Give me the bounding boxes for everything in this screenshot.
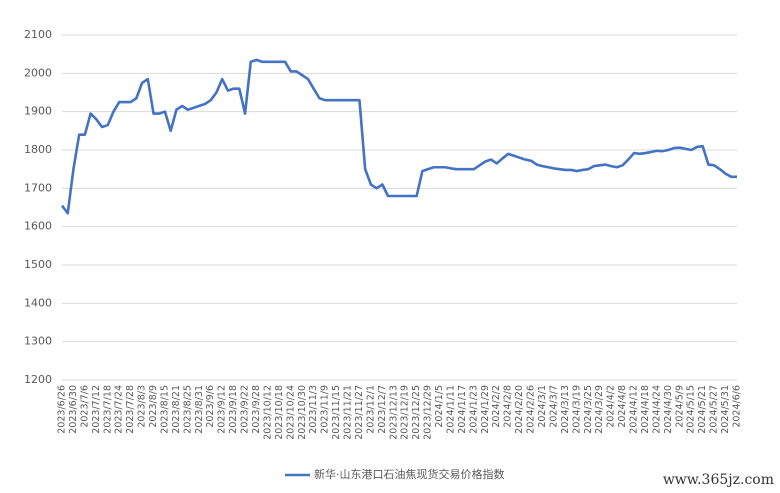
x-tick-label: 2023/6/26 [57, 385, 68, 434]
x-tick-label: 2023/7/24 [114, 385, 125, 434]
y-tick-label: 1500 [24, 258, 52, 271]
x-tick-label: 2023/10/24 [285, 385, 296, 440]
x-tick-label: 2023/7/28 [125, 385, 136, 434]
x-tick-label: 2023/7/6 [79, 385, 90, 428]
x-tick-label: 2024/5/27 [709, 385, 720, 434]
x-tick-label: 2023/10/30 [297, 385, 308, 440]
x-tick-label: 2023/11/3 [308, 385, 319, 434]
x-tick-label: 2024/3/19 [571, 385, 582, 434]
x-tick-label: 2023/12/7 [377, 385, 388, 434]
y-tick-label: 1200 [24, 373, 52, 386]
y-tick-label: 1300 [24, 335, 52, 348]
x-tick-label: 2024/1/23 [468, 385, 479, 434]
x-tick-label: 2024/2/20 [514, 385, 525, 434]
x-tick-label: 2023/10/12 [262, 385, 273, 440]
x-tick-label: 2023/6/30 [68, 385, 79, 434]
x-tick-label: 2023/7/18 [102, 385, 113, 434]
x-tick-label: 2024/2/2 [491, 385, 502, 428]
y-tick-label: 2000 [24, 66, 52, 79]
x-tick-label: 2023/10/18 [274, 385, 285, 440]
x-tick-label: 2024/5/9 [674, 385, 685, 428]
x-tick-label: 2024/1/5 [434, 385, 445, 428]
x-tick-label: 2024/6/6 [732, 385, 743, 428]
x-tick-label: 2024/3/29 [594, 385, 605, 434]
x-tick-label: 2024/5/15 [686, 385, 697, 434]
x-tick-label: 2023/12/29 [423, 385, 434, 440]
x-tick-label: 2023/8/25 [182, 385, 193, 434]
x-tick-label: 2023/9/12 [217, 385, 228, 434]
x-tick-label: 2024/5/21 [697, 385, 708, 434]
x-tick-label: 2023/8/3 [137, 385, 148, 428]
x-tick-label: 2024/5/31 [720, 385, 731, 434]
x-tick-label: 2023/8/31 [194, 385, 205, 434]
y-tick-label: 1700 [24, 181, 52, 194]
x-tick-label: 2023/12/19 [400, 385, 411, 440]
x-tick-label: 2024/1/17 [457, 385, 468, 434]
x-tick-label: 2024/1/29 [480, 385, 491, 434]
x-tick-label: 2023/11/27 [354, 385, 365, 440]
x-tick-label: 2023/8/15 [159, 385, 170, 434]
x-tick-label: 2023/7/12 [91, 385, 102, 434]
x-tick-label: 2023/9/6 [205, 385, 216, 428]
x-tick-label: 2024/4/18 [640, 385, 651, 434]
watermark: www.365jz.com [663, 472, 774, 488]
y-tick-label: 2100 [24, 28, 52, 41]
x-tick-label: 2023/11/21 [343, 385, 354, 440]
legend-label: 新华·山东港口石油焦现货交易价格指数 [314, 467, 505, 481]
x-tick-label: 2024/3/25 [583, 385, 594, 434]
x-tick-label: 2024/2/8 [503, 385, 514, 428]
x-tick-label: 2023/9/18 [228, 385, 239, 434]
x-tick-label: 2024/2/26 [526, 385, 537, 434]
x-tick-label: 2024/3/13 [560, 385, 571, 434]
x-tick-label: 2023/9/28 [251, 385, 262, 434]
x-tick-label: 2023/9/22 [240, 385, 251, 434]
y-tick-label: 1600 [24, 220, 52, 233]
x-tick-label: 2023/11/9 [320, 385, 331, 434]
y-tick-label: 1400 [24, 296, 52, 309]
x-tick-label: 2023/11/15 [331, 385, 342, 440]
x-tick-label: 2023/8/21 [171, 385, 182, 434]
x-tick-label: 2024/1/11 [445, 385, 456, 434]
x-tick-label: 2023/12/13 [388, 385, 399, 440]
x-tick-label: 2024/4/30 [663, 385, 674, 434]
x-tick-label: 2024/4/8 [617, 385, 628, 428]
y-tick-label: 1800 [24, 143, 52, 156]
series-line [60, 58, 737, 215]
x-tick-label: 2024/4/12 [629, 385, 640, 434]
x-tick-label: 2024/4/2 [606, 385, 617, 428]
x-tick-label: 2024/4/24 [651, 385, 662, 434]
x-tick-label: 2023/8/9 [148, 385, 159, 428]
x-tick-label: 2023/12/1 [365, 385, 376, 434]
y-tick-label: 1900 [24, 105, 52, 118]
x-tick-label: 2024/3/1 [537, 385, 548, 428]
x-tick-label: 2024/3/7 [548, 385, 559, 428]
x-tick-label: 2023/12/25 [411, 385, 422, 440]
